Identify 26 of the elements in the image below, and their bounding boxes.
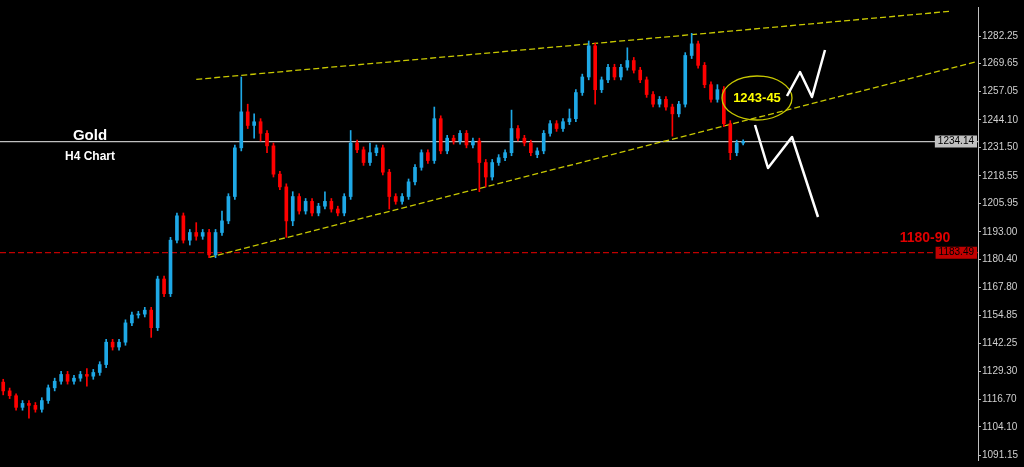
annotation: 1180-90 xyxy=(899,228,951,245)
y-tick-label: 1244.10 xyxy=(982,113,1019,125)
y-tick-label: 1218.55 xyxy=(982,169,1019,181)
y-tick-label: 1091.15 xyxy=(982,449,1019,461)
y-tick-label: 1205.95 xyxy=(982,197,1019,209)
text: Gold xyxy=(72,126,108,144)
candlestick xyxy=(27,400,31,419)
y-tick-label: 1142.25 xyxy=(982,336,1018,348)
y-tick-label: 1180.40 xyxy=(982,253,1018,265)
candlestick xyxy=(252,113,256,139)
y-tick-label: 1129.30 xyxy=(982,365,1018,377)
text: H4 Chart xyxy=(64,149,116,164)
y-tick-label: 1116.70 xyxy=(982,392,1018,404)
y-tick-label: 1104.10 xyxy=(982,420,1018,432)
y-tick-label: 1154.85 xyxy=(982,309,1018,321)
y-tick-label: 1269.65 xyxy=(982,57,1019,69)
y-tick-label: 1167.80 xyxy=(982,280,1018,292)
candlestick xyxy=(85,368,89,387)
y-tick-label: 1193.00 xyxy=(982,225,1018,237)
ref-line-label: 1183.49 xyxy=(938,246,975,258)
y-tick-label: 1231.50 xyxy=(982,141,1019,153)
y-tick-label: 1257.05 xyxy=(982,85,1019,97)
annotation: 1243-45 xyxy=(733,89,781,105)
ref-line-label: 1234.14 xyxy=(937,135,975,147)
y-tick-label: 1282.25 xyxy=(982,29,1019,41)
candlestick xyxy=(194,222,199,241)
